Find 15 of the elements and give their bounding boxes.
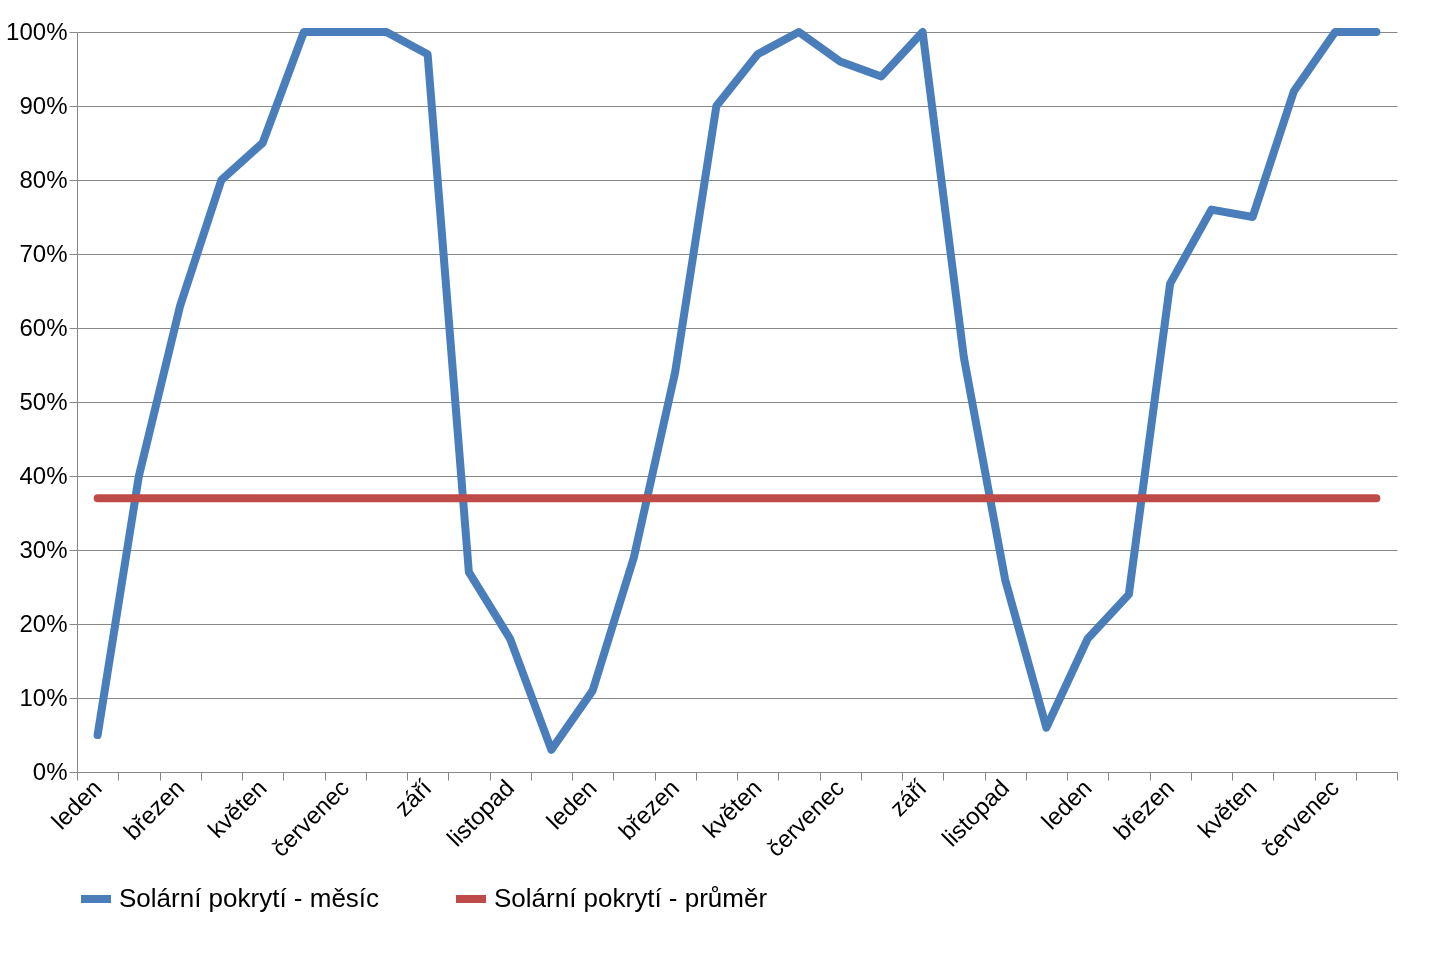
y-tick-label: 0% xyxy=(32,757,68,785)
y-tick-label: 30% xyxy=(19,535,68,563)
x-tick-label: září xyxy=(884,773,932,822)
x-tick-label: září xyxy=(389,773,437,822)
y-tick-label: 50% xyxy=(19,387,68,415)
y-tick-label: 60% xyxy=(19,313,68,341)
legend-label: Solární pokrytí - měsíc xyxy=(119,883,380,913)
y-tick-label: 100% xyxy=(6,17,68,45)
y-tick-label: 90% xyxy=(19,91,68,119)
y-tick-label: 40% xyxy=(19,461,68,489)
y-tick-label: 10% xyxy=(19,683,68,711)
y-tick-label: 80% xyxy=(19,165,68,193)
y-tick-label: 20% xyxy=(19,609,68,637)
legend-label: Solární pokrytí - průměr xyxy=(494,883,768,913)
y-tick-label: 70% xyxy=(19,239,68,267)
